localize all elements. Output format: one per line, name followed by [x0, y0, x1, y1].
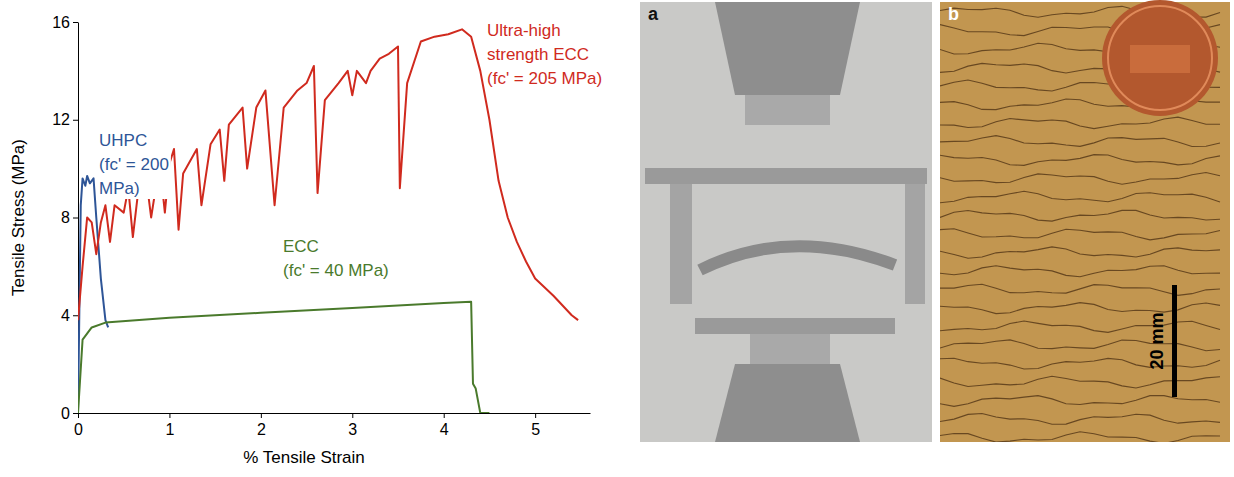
lower-grip-cap: [750, 334, 830, 364]
series-label-line: (fc' = 200: [99, 155, 169, 174]
series-label: UHPC (fc' = 200 MPa): [97, 130, 171, 199]
right-plate: [905, 184, 925, 304]
crack-line: [940, 266, 1220, 277]
x-axis: 0 1 2 3 4 5: [74, 413, 590, 438]
photo-b: b 20 mm: [940, 0, 1230, 443]
series-label-line: (fc' = 205 MPa): [487, 69, 602, 88]
x-tick-mark: [444, 413, 445, 418]
y-tick: 0: [61, 405, 78, 422]
y-tick: 8: [61, 209, 78, 226]
y-tick-mark: [73, 413, 78, 414]
y-tick-mark: [73, 218, 78, 219]
x-tick: 4: [440, 413, 449, 438]
crack-line: [940, 284, 1220, 295]
y-tick: 12: [52, 111, 78, 128]
x-axis-title: % Tensile Strain: [243, 448, 365, 467]
series-label-line: Ultra-high: [487, 21, 561, 40]
crack-line: [940, 414, 1220, 425]
figure: 0123450481216% Tensile StrainTensile Str…: [0, 0, 1234, 477]
x-tick-label: 5: [531, 421, 540, 438]
series-label: Ultra-high strength ECC (fc' = 205 MPa): [485, 20, 604, 89]
upper-grip-cap: [745, 95, 830, 125]
crack-line: [940, 358, 1220, 369]
crack-line: [940, 396, 1220, 407]
photo-background: [640, 2, 932, 442]
lower-grip: [715, 364, 860, 442]
crack-line: [940, 432, 1220, 442]
x-tick-label: 2: [257, 421, 266, 438]
y-tick: 16: [52, 14, 78, 31]
crack-line: [940, 173, 1220, 185]
x-tick-mark: [78, 413, 79, 418]
x-axis-line: [79, 413, 591, 414]
penny-rim: [1108, 6, 1212, 110]
y-tick-mark: [73, 120, 78, 121]
crack-line: [940, 191, 1220, 203]
x-tick-label: 4: [440, 421, 449, 438]
y-axis-title: Tensile Stress (MPa): [9, 139, 28, 296]
x-tick: 1: [165, 413, 174, 438]
series-label: ECC (fc' = 40 MPa): [281, 236, 391, 281]
crack-line: [940, 303, 1220, 314]
crack-line: [940, 340, 1220, 351]
specimen: [700, 246, 895, 270]
panel-letter: b: [948, 4, 959, 24]
x-tick: 2: [257, 413, 266, 438]
series-line: [78, 302, 489, 413]
upper-beam: [645, 168, 927, 184]
y-tick-label: 8: [61, 209, 70, 226]
series-label-line: (fc' = 40 MPa): [283, 261, 389, 280]
crack-line: [940, 229, 1220, 240]
crack-line: [940, 321, 1220, 332]
series-label-line: ECC: [283, 237, 319, 256]
crack-line: [940, 155, 1220, 166]
photo-background: [940, 2, 1230, 442]
crack-line: [940, 210, 1220, 221]
scale-bar: [1172, 285, 1177, 397]
upper-grip: [715, 2, 860, 95]
series-label-line: MPa): [99, 179, 140, 198]
x-tick-label: 1: [165, 421, 174, 438]
y-tick-label: 12: [52, 111, 70, 128]
label-background: [485, 20, 604, 89]
crack-line: [940, 247, 1220, 258]
series-label-line: strength ECC: [487, 45, 589, 64]
x-tick: 5: [531, 413, 540, 438]
cracks: [940, 6, 1220, 442]
y-axis: 0 4 8 12 16: [52, 14, 78, 422]
label-background: [97, 130, 171, 199]
series-label-line: UHPC: [99, 131, 147, 150]
photo-a: a: [640, 2, 932, 442]
penny-building: [1130, 45, 1190, 73]
x-tick-label: 3: [348, 421, 357, 438]
y-tick: 4: [61, 307, 78, 324]
x-tick-mark: [261, 413, 262, 418]
y-tick-label: 0: [61, 405, 70, 422]
y-tick-mark: [73, 315, 78, 316]
penny: [1102, 0, 1218, 116]
crack-line: [940, 376, 1220, 388]
crack-line: [940, 136, 1220, 147]
x-tick-mark: [352, 413, 353, 418]
x-tick-label: 0: [74, 421, 83, 438]
x-tick: 0: [74, 413, 83, 438]
x-tick-mark: [169, 413, 170, 418]
y-tick-label: 16: [52, 14, 70, 31]
left-plate: [670, 184, 692, 304]
x-tick-mark: [535, 413, 536, 418]
x-tick: 3: [348, 413, 357, 438]
lower-beam: [695, 318, 895, 334]
y-tick-label: 4: [61, 307, 70, 324]
crack-line: [940, 117, 1220, 129]
panel-letter: a: [648, 4, 659, 24]
label-background: [281, 236, 391, 281]
y-tick-mark: [73, 22, 78, 23]
scale-bar-label: 20 mm: [1147, 312, 1167, 369]
